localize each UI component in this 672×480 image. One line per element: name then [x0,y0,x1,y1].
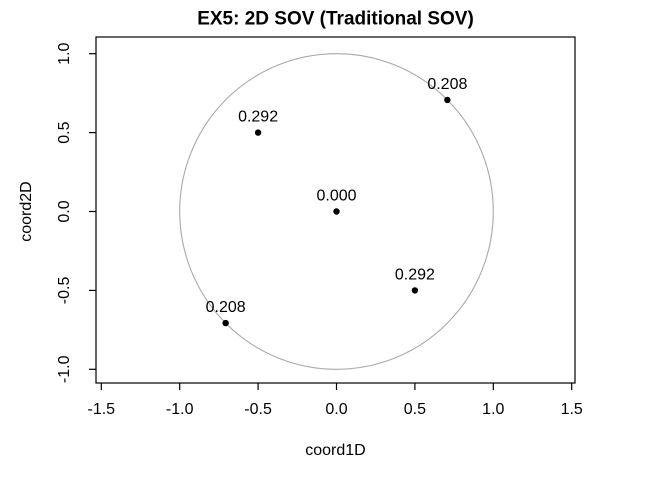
y-tick-label: 0.0 [56,200,73,222]
x-tick-label: -1.5 [88,401,116,418]
point-label: 0.292 [238,109,278,126]
y-tick-label: -0.5 [56,277,73,305]
x-axis-label: coord1D [305,442,365,459]
point-label: 0.208 [206,299,246,316]
x-tick-label: 0.5 [404,401,426,418]
x-tick-label: 1.5 [561,401,583,418]
y-axis-label: coord2D [18,181,35,241]
x-tick-label: 1.0 [482,401,504,418]
data-point [254,129,262,136]
x-tick-label: -1.0 [166,401,194,418]
data-point [411,287,419,294]
plot-title: EX5: 2D SOV (Traditional SOV) [197,9,474,30]
y-tick-label: 0.5 [56,121,73,143]
x-tick-label: -0.5 [244,401,272,418]
data-point [222,319,229,327]
data-point [444,96,451,104]
point-label: 0.292 [395,266,435,283]
y-tick-label: 1.0 [56,42,73,64]
plot-area: -1.5 -1.0 -0.5 0.0 0.5 1.0 1.5 -1.0 -0.5 0.0 0.5 1.… [56,36,583,418]
plot-frame [95,36,576,384]
y-tick-label: -1.0 [56,355,73,383]
data-point [333,208,340,215]
reference-circle [179,53,494,370]
point-label: 0.208 [427,76,467,93]
point-label: 0.000 [316,188,356,205]
x-tick-label: 0.0 [325,401,347,418]
